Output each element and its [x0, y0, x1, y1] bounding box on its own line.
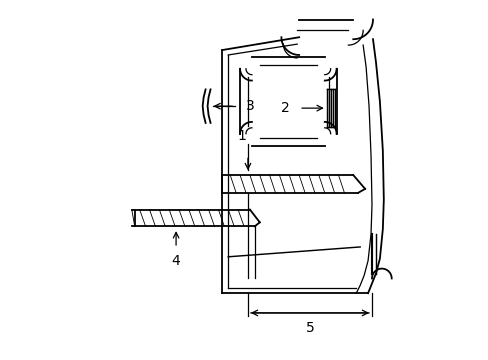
Text: 5: 5	[305, 321, 314, 335]
Text: 4: 4	[171, 254, 180, 268]
Text: 1: 1	[237, 129, 246, 143]
Text: 3: 3	[245, 99, 254, 113]
Text: 2: 2	[281, 101, 289, 115]
